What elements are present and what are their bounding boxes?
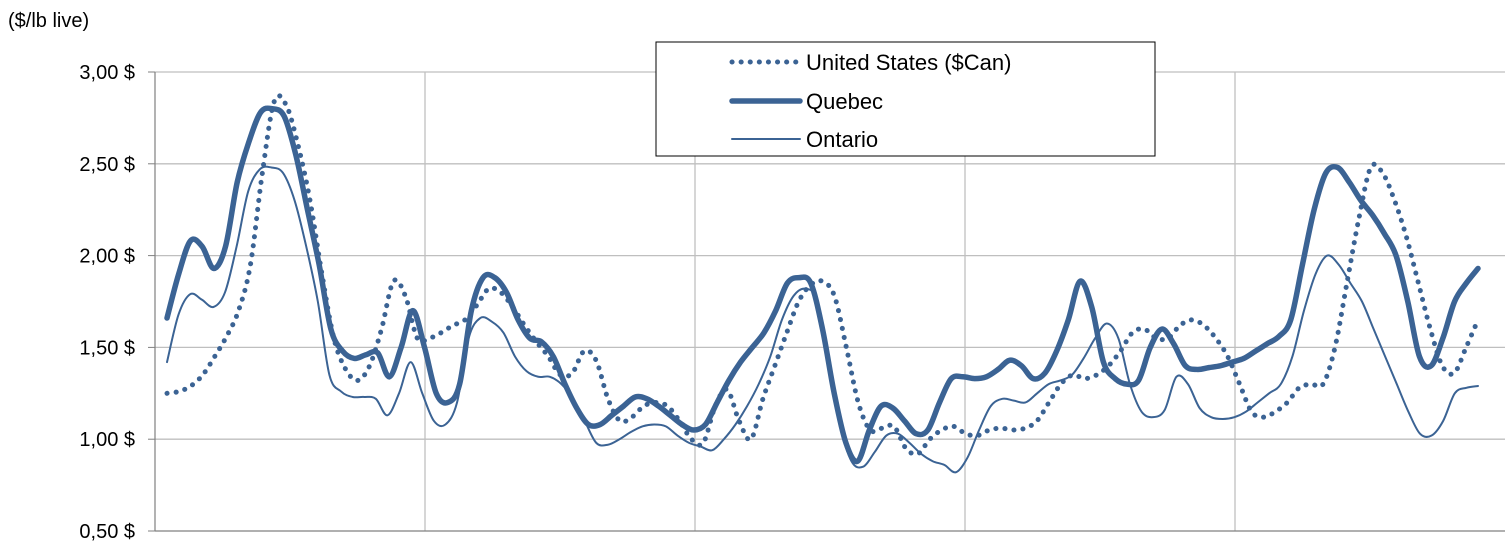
y-tick-label: 1,00 $ — [79, 429, 135, 451]
legend-label-us: United States ($Can) — [806, 50, 1011, 75]
series-line-us — [164, 93, 1481, 457]
axis-layer — [154, 72, 1505, 532]
y-tick-label: 3,00 $ — [79, 62, 135, 84]
legend: United States ($Can) Quebec Ontario — [655, 41, 1156, 157]
legend-label-quebec: Quebec — [806, 89, 883, 114]
y-axis-unit-label: ($/lb live) — [8, 10, 89, 32]
series-layer — [164, 93, 1481, 474]
grid-layer — [148, 71, 1505, 532]
series-line-quebec — [164, 105, 1481, 465]
y-tick-label: 2,50 $ — [79, 154, 135, 176]
legend-label-ontario: Ontario — [806, 127, 878, 152]
y-tick-labels: 3,00 $ 2,50 $ 2,00 $ 1,50 $ 1,00 $ 0,50 $ — [79, 62, 135, 543]
y-tick-label: 1,50 $ — [79, 337, 135, 359]
y-tick-label: 2,00 $ — [79, 246, 135, 268]
y-tick-label: 0,50 $ — [79, 521, 135, 543]
